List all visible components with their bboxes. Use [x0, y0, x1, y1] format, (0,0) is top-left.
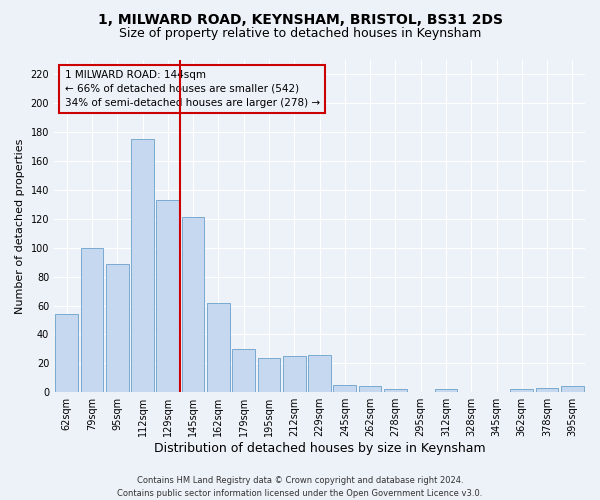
- Bar: [207, 302, 230, 392]
- Bar: [157, 200, 179, 392]
- Bar: [283, 356, 305, 392]
- Y-axis label: Number of detached properties: Number of detached properties: [15, 138, 25, 314]
- Bar: [80, 248, 103, 392]
- Bar: [536, 388, 559, 392]
- Bar: [55, 314, 78, 392]
- Bar: [308, 354, 331, 392]
- Bar: [561, 386, 584, 392]
- Text: Size of property relative to detached houses in Keynsham: Size of property relative to detached ho…: [119, 28, 481, 40]
- X-axis label: Distribution of detached houses by size in Keynsham: Distribution of detached houses by size …: [154, 442, 485, 455]
- Bar: [131, 140, 154, 392]
- Bar: [434, 390, 457, 392]
- Bar: [384, 390, 407, 392]
- Text: 1 MILWARD ROAD: 144sqm
← 66% of detached houses are smaller (542)
34% of semi-de: 1 MILWARD ROAD: 144sqm ← 66% of detached…: [65, 70, 320, 108]
- Bar: [257, 358, 280, 392]
- Bar: [106, 264, 128, 392]
- Text: Contains HM Land Registry data © Crown copyright and database right 2024.
Contai: Contains HM Land Registry data © Crown c…: [118, 476, 482, 498]
- Bar: [232, 349, 255, 392]
- Text: 1, MILWARD ROAD, KEYNSHAM, BRISTOL, BS31 2DS: 1, MILWARD ROAD, KEYNSHAM, BRISTOL, BS31…: [97, 12, 503, 26]
- Bar: [359, 386, 382, 392]
- Bar: [511, 390, 533, 392]
- Bar: [334, 385, 356, 392]
- Bar: [182, 218, 205, 392]
